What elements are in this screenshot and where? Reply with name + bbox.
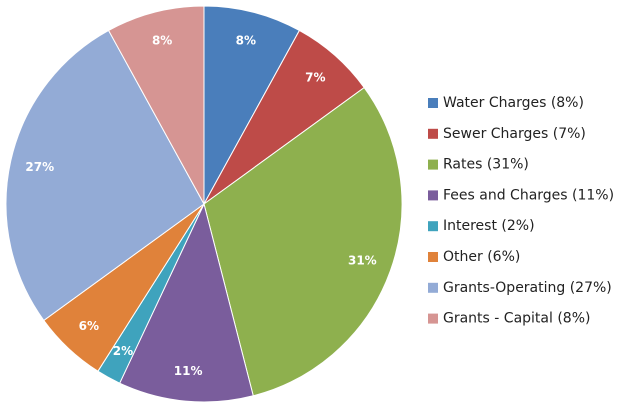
legend-label: Grants-Operating (27%) (443, 280, 612, 296)
legend-swatch (428, 98, 438, 108)
legend-swatch (428, 221, 438, 232)
legend-swatch (428, 159, 438, 170)
pie-slice (203, 5, 301, 205)
legend-label: Interest (2%) (443, 218, 535, 234)
legend-label: Water Charges (8%) (443, 95, 584, 111)
legend-label: Sewer Charges (7%) (443, 126, 586, 142)
pie-slice (107, 5, 205, 205)
data-label: 6% (79, 319, 99, 333)
data-label: 11% (174, 364, 203, 378)
legend-swatch (428, 313, 438, 324)
legend-swatch (428, 282, 438, 293)
legend-label: Fees and Charges (11%) (443, 187, 614, 203)
legend-label: Other (6%) (443, 249, 520, 265)
legend-label: Grants - Capital (8%) (443, 311, 590, 327)
data-label: 7% (305, 70, 325, 84)
data-label: 27% (25, 160, 54, 174)
data-label: 31% (348, 254, 377, 268)
legend-label: Rates (31%) (443, 157, 529, 173)
legend-swatch (428, 190, 438, 201)
data-label: 8% (236, 33, 256, 47)
data-label: 2% (113, 344, 133, 358)
pie-slice (203, 86, 403, 397)
legend-swatch (428, 252, 438, 262)
data-label: 8% (152, 33, 172, 47)
pie-slice (5, 29, 205, 322)
pie-slice (119, 202, 254, 403)
legend-swatch (428, 128, 438, 139)
